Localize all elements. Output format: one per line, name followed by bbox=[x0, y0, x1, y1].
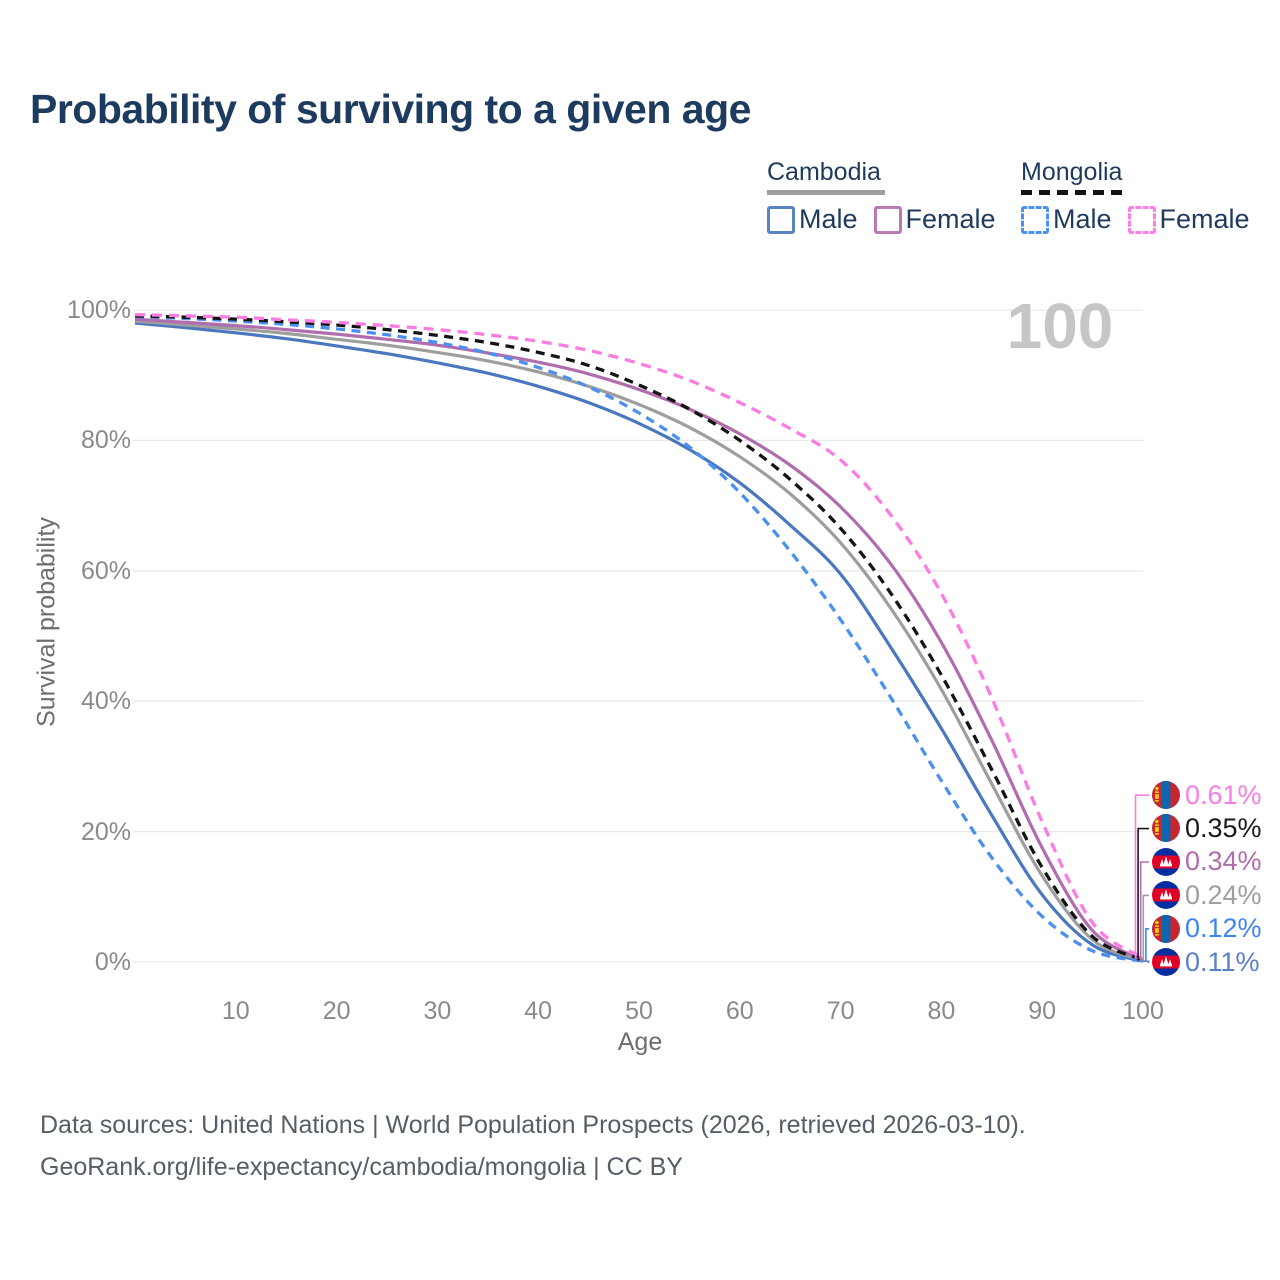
series-line-mongolia[interactable] bbox=[134, 314, 1144, 962]
series-line-mongolia-male[interactable] bbox=[134, 314, 1144, 963]
x-axis-tick-label: 30 bbox=[423, 997, 452, 1025]
legend-group-mongolia: Mongolia Male Female bbox=[1021, 158, 1250, 235]
hover-age-value: 100 bbox=[1006, 290, 1114, 362]
x-axis-tick-label: 10 bbox=[221, 997, 250, 1025]
end-value-labels: 0.61% 0.35% 0.34% 0.24% 0.12% bbox=[1152, 778, 1280, 988]
end-value: 0.35% bbox=[1185, 812, 1262, 843]
y-axis-tick-label: 100% bbox=[67, 296, 131, 324]
page-title: Probability of surviving to a given age bbox=[30, 86, 751, 132]
mongolia-flag-icon bbox=[1152, 914, 1180, 943]
legend-swatch-cambodia-female[interactable] bbox=[873, 205, 902, 234]
end-label-mongolia: 0.35% bbox=[1152, 811, 1262, 845]
cambodia-flag-icon bbox=[1152, 948, 1180, 976]
x-axis-title: Age bbox=[617, 1028, 663, 1056]
legend-label-mongolia-female[interactable]: Female bbox=[1159, 204, 1250, 234]
cambodia-flag-icon bbox=[1152, 881, 1180, 910]
x-axis-tick-label: 70 bbox=[826, 997, 855, 1025]
mongolia-line-style-swatch bbox=[1021, 190, 1129, 195]
end-label-mongolia-female: 0.61% bbox=[1152, 778, 1262, 812]
end-value: 0.24% bbox=[1185, 879, 1262, 910]
end-label-connector bbox=[1139, 861, 1149, 961]
cambodia-line-style-swatch bbox=[767, 190, 885, 195]
end-label-cambodia-male: 0.11% bbox=[1152, 945, 1260, 979]
end-value: 0.61% bbox=[1185, 779, 1262, 810]
y-axis-tick-label: 20% bbox=[80, 817, 131, 846]
end-value: 0.12% bbox=[1185, 913, 1262, 944]
x-axis-tick-label: 50 bbox=[625, 997, 653, 1025]
y-axis-tick-label: 40% bbox=[80, 687, 131, 716]
y-axis-tick-label: 80% bbox=[80, 426, 131, 455]
footer-attribution: GeoRank.org/life-expectancy/cambodia/mon… bbox=[40, 1153, 683, 1181]
legend-swatch-mongolia-female[interactable] bbox=[1127, 205, 1156, 234]
end-label-mongolia-male: 0.12% bbox=[1152, 912, 1262, 946]
end-label-cambodia: 0.24% bbox=[1152, 878, 1262, 912]
legend-group-cambodia: Cambodia Male Female bbox=[767, 158, 996, 235]
mongolia-flag-icon bbox=[1152, 781, 1180, 809]
x-axis-tick-label: 100 bbox=[1122, 997, 1164, 1025]
mongolia-flag-icon bbox=[1152, 814, 1180, 843]
cambodia-flag-icon bbox=[1152, 847, 1180, 876]
y-axis-tick-label: 60% bbox=[80, 556, 131, 585]
series-line-cambodia[interactable] bbox=[134, 319, 1144, 962]
legend-group-cambodia-name: Cambodia bbox=[767, 158, 881, 186]
end-label-connector bbox=[1134, 794, 1149, 959]
x-axis-tick-label: 90 bbox=[1028, 997, 1057, 1025]
x-axis-tick-label: 80 bbox=[927, 997, 956, 1025]
end-label-connector bbox=[1143, 960, 1150, 963]
legend-label-cambodia-male[interactable]: Male bbox=[799, 204, 858, 234]
x-axis-tick-label: 60 bbox=[725, 997, 754, 1025]
y-axis-tick-label: 0% bbox=[94, 948, 131, 976]
footer-data-sources: Data sources: United Nations | World Pop… bbox=[40, 1111, 1026, 1139]
series-line-cambodia-female[interactable] bbox=[134, 317, 1144, 962]
footer: Data sources: United Nations | World Pop… bbox=[40, 1104, 1026, 1188]
x-axis-tick-label: 40 bbox=[524, 997, 553, 1025]
legend-label-mongolia-male[interactable]: Male bbox=[1053, 204, 1112, 234]
end-value: 0.11% bbox=[1185, 946, 1260, 977]
legend-label-cambodia-female[interactable]: Female bbox=[905, 204, 996, 234]
legend-swatch-cambodia-male[interactable] bbox=[767, 205, 795, 234]
legend-group-mongolia-name: Mongolia bbox=[1021, 158, 1123, 186]
end-value: 0.34% bbox=[1185, 846, 1262, 877]
x-axis-tick-label: 20 bbox=[322, 997, 351, 1025]
series-line-mongolia-female[interactable] bbox=[134, 312, 1144, 960]
legend-swatch-mongolia-male[interactable] bbox=[1021, 205, 1049, 234]
end-label-cambodia-female: 0.34% bbox=[1152, 845, 1262, 879]
series-line-cambodia-male[interactable] bbox=[134, 321, 1144, 963]
